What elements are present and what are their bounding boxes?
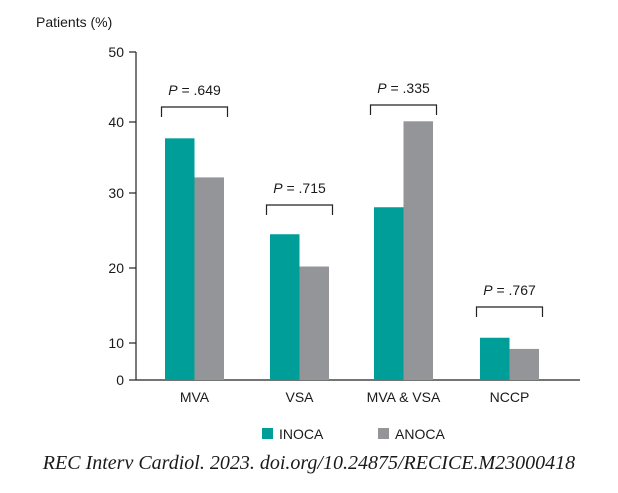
bar-anoca-2 (403, 121, 433, 381)
y-tick-label: 0 (116, 372, 124, 388)
legend-swatch-inoca (262, 428, 273, 439)
significance-bracket (475, 306, 544, 317)
significance-bracket (160, 106, 229, 117)
p-value-label: P = .715 (273, 180, 326, 196)
significance-bracket (265, 204, 334, 215)
p-value-label: P = .335 (377, 80, 430, 96)
bar-inoca-3 (480, 337, 510, 380)
x-tick-label: NCCP (490, 389, 530, 405)
bar-anoca-3 (509, 348, 539, 380)
legend-label-anoca: ANOCA (395, 426, 445, 442)
bar-inoca-0 (165, 138, 195, 380)
y-tick-label: 20 (108, 260, 124, 276)
bar-inoca-1 (270, 234, 300, 380)
bar-anoca-0 (194, 177, 224, 380)
bar-anoca-1 (299, 266, 329, 380)
figure-caption: REC Interv Cardiol. 2023. doi.org/10.248… (42, 452, 576, 474)
y-axis-label: Patients (%) (36, 14, 112, 30)
bar-inoca-2 (374, 207, 404, 380)
y-tick-label: 40 (108, 114, 124, 130)
x-tick-label: MVA (180, 389, 210, 405)
x-tick-label: MVA & VSA (367, 389, 441, 405)
p-value-label: P = .649 (168, 82, 221, 98)
legend-swatch-anoca (378, 428, 389, 439)
p-value-label: P = .767 (483, 282, 536, 298)
significance-bracket (369, 104, 438, 115)
y-tick-label: 10 (108, 335, 124, 351)
x-tick-label: VSA (285, 389, 314, 405)
y-tick-label: 50 (108, 44, 124, 60)
legend-label-inoca: INOCA (279, 426, 324, 442)
y-tick-label: 30 (108, 185, 124, 201)
